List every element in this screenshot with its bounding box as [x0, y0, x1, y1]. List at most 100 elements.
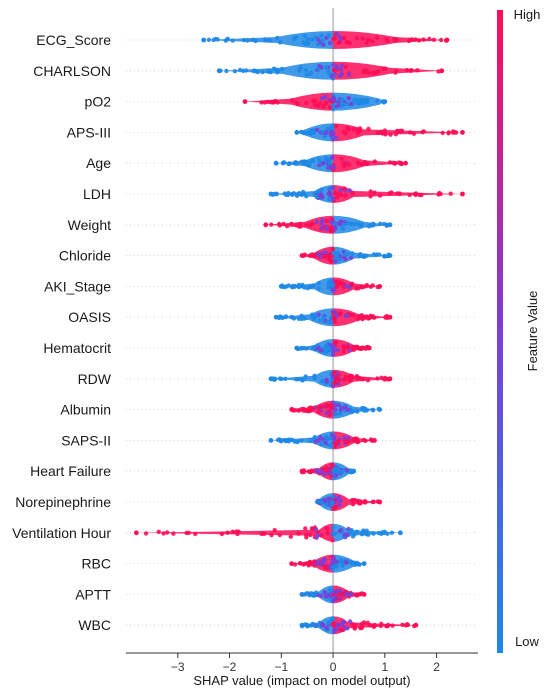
- shap-point: [350, 502, 356, 507]
- shap-point: [308, 131, 313, 137]
- shap-point: [232, 69, 238, 74]
- shap-point: [385, 531, 390, 536]
- shap-point: [340, 559, 345, 564]
- shap-point: [352, 221, 357, 227]
- shap-point: [309, 37, 314, 42]
- shap-point: [382, 377, 387, 382]
- shap-point: [329, 404, 334, 409]
- shap-point: [319, 226, 324, 231]
- shap-point-min: [133, 530, 139, 536]
- shap-point: [345, 284, 351, 289]
- shap-point-max: [366, 345, 372, 351]
- shap-point: [319, 562, 324, 567]
- shap-point: [346, 436, 351, 441]
- shap-point: [330, 538, 335, 543]
- shap-point: [368, 194, 373, 199]
- shap-point: [342, 186, 347, 192]
- shap-point: [372, 190, 377, 195]
- shap-point: [324, 377, 329, 382]
- feature-swarm: [294, 123, 465, 142]
- shap-point: [328, 436, 333, 441]
- shap-point: [321, 42, 326, 47]
- shap-point: [304, 194, 309, 199]
- shap-point: [289, 221, 294, 227]
- shap-point: [330, 352, 336, 357]
- shap-point-min: [315, 499, 320, 505]
- feature-label: Albumin: [60, 402, 111, 418]
- shap-point: [350, 622, 355, 627]
- shap-point: [334, 588, 339, 594]
- shap-point: [349, 374, 355, 379]
- shap-point: [241, 37, 247, 43]
- shap-point: [337, 73, 343, 79]
- shap-point: [364, 408, 369, 413]
- shap-point: [303, 407, 308, 413]
- shap-point: [299, 406, 304, 412]
- shap-point: [307, 163, 312, 168]
- shap-point: [323, 94, 328, 100]
- shap-point: [230, 529, 235, 534]
- shap-point: [342, 102, 347, 107]
- shap-point: [315, 189, 321, 194]
- shap-point: [311, 375, 317, 380]
- feature-label: Hematocrit: [43, 340, 111, 356]
- shap-point: [348, 221, 354, 226]
- shap-point: [350, 251, 355, 256]
- shap-point-max: [439, 68, 445, 74]
- shap-point-min: [263, 222, 269, 228]
- shap-point: [360, 531, 365, 536]
- shap-point: [329, 499, 335, 505]
- feature-label: CHARLSON: [33, 63, 111, 79]
- shap-point: [284, 438, 289, 443]
- shap-point: [330, 247, 336, 252]
- shap-point: [446, 131, 451, 136]
- x-tick-label: 2: [433, 660, 440, 674]
- shap-point: [316, 281, 322, 286]
- shap-point: [346, 96, 352, 101]
- shap-point: [322, 134, 327, 139]
- shap-point: [259, 531, 264, 537]
- shap-point: [341, 129, 346, 135]
- shap-point: [440, 130, 445, 136]
- shap-point: [337, 220, 342, 226]
- shap-point: [250, 37, 256, 42]
- shap-point: [338, 188, 343, 193]
- feature-swarm: [294, 339, 372, 357]
- feature-swarm: [242, 92, 388, 112]
- shap-point: [342, 532, 348, 537]
- shap-point: [307, 284, 313, 290]
- shap-point: [298, 224, 303, 229]
- shap-point: [404, 67, 410, 73]
- shap-point: [330, 155, 335, 160]
- shap-point: [275, 35, 280, 41]
- shap-point: [296, 531, 301, 536]
- shap-point: [344, 591, 349, 597]
- shap-point: [323, 156, 329, 161]
- shap-point: [350, 282, 355, 287]
- shap-point: [319, 221, 325, 226]
- shap-point: [382, 66, 388, 71]
- shap-point: [332, 444, 338, 449]
- shap-point: [370, 283, 375, 288]
- shap-point-min: [278, 284, 284, 289]
- shap-point-min: [216, 68, 222, 74]
- shap-point: [281, 221, 286, 227]
- shap-point: [345, 439, 350, 445]
- shap-point: [332, 629, 337, 634]
- shap-point: [328, 125, 334, 130]
- shap-point: [311, 316, 316, 322]
- shap-point: [274, 191, 279, 197]
- shap-point: [397, 191, 402, 197]
- shap-point-max: [377, 284, 383, 289]
- shap-point: [335, 280, 340, 285]
- shap-point: [327, 71, 332, 76]
- shap-point: [364, 314, 369, 319]
- shap-point: [286, 190, 291, 196]
- shap-point: [385, 38, 390, 43]
- shap-point: [332, 309, 337, 314]
- shap-point: [223, 38, 228, 43]
- shap-point: [342, 435, 347, 440]
- shap-point: [369, 314, 374, 319]
- shap-point: [417, 192, 422, 198]
- colorbar-gradient: [497, 10, 503, 653]
